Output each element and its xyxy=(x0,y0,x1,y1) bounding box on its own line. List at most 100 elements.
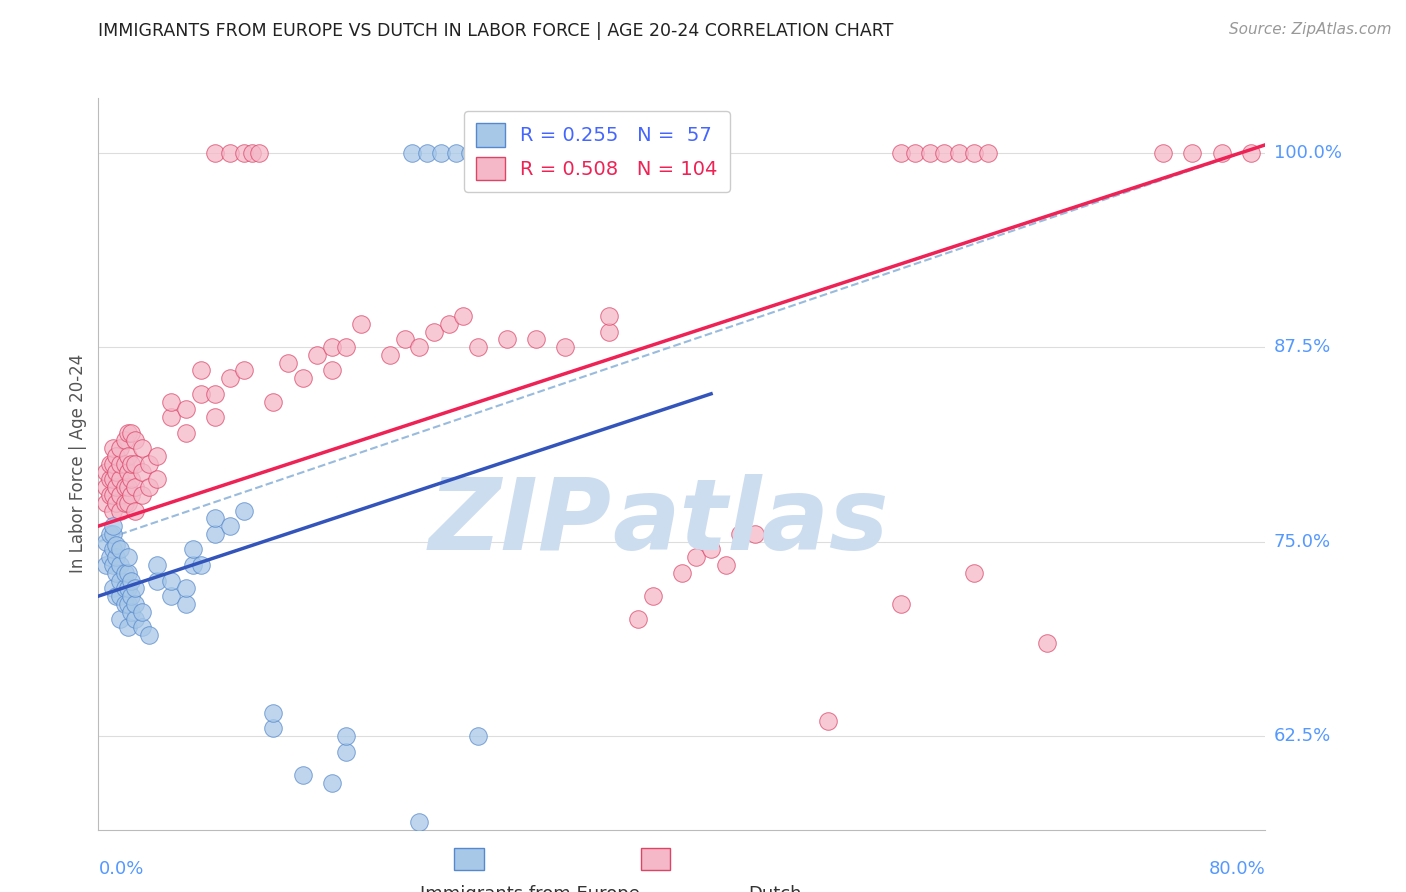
Point xyxy=(174,402,197,417)
Point xyxy=(110,457,132,471)
Point xyxy=(120,457,142,471)
Text: 80.0%: 80.0% xyxy=(1209,860,1265,878)
Point xyxy=(467,729,489,743)
Point xyxy=(104,538,127,552)
Point xyxy=(117,550,139,565)
Point xyxy=(474,145,496,160)
Point xyxy=(104,449,127,463)
Point xyxy=(307,348,329,362)
Point xyxy=(98,527,121,541)
Point xyxy=(94,480,117,494)
Point xyxy=(101,558,124,572)
Point xyxy=(233,503,256,517)
Point xyxy=(335,340,357,354)
Point xyxy=(204,410,226,425)
Point xyxy=(415,145,437,160)
FancyBboxPatch shape xyxy=(454,847,484,870)
Point xyxy=(124,503,146,517)
Point xyxy=(117,496,139,510)
Point xyxy=(101,472,124,486)
Point xyxy=(131,465,153,479)
Point xyxy=(350,317,373,331)
Point xyxy=(524,332,547,346)
Point xyxy=(948,145,970,160)
Point xyxy=(218,145,240,160)
Point xyxy=(174,597,197,611)
Point xyxy=(890,597,912,611)
Point xyxy=(114,582,136,596)
Point xyxy=(430,145,453,160)
Point xyxy=(1152,145,1174,160)
Point xyxy=(181,558,204,572)
Point xyxy=(437,317,460,331)
Point xyxy=(110,558,132,572)
Text: 0.0%: 0.0% xyxy=(98,860,143,878)
Point xyxy=(451,309,474,323)
Point xyxy=(247,145,270,160)
Point xyxy=(114,496,136,510)
Point xyxy=(101,488,124,502)
Point xyxy=(114,566,136,580)
Point xyxy=(101,542,124,557)
Point xyxy=(146,472,169,486)
Point xyxy=(321,340,343,354)
Point xyxy=(124,612,146,626)
Point xyxy=(94,496,117,510)
Point xyxy=(110,472,132,486)
Point xyxy=(131,488,153,502)
Point xyxy=(138,457,160,471)
Point xyxy=(977,145,1000,160)
Point xyxy=(554,340,576,354)
Point xyxy=(160,589,183,603)
Point xyxy=(101,442,124,456)
Point xyxy=(962,145,984,160)
Point xyxy=(160,410,183,425)
Point xyxy=(277,356,299,370)
Point xyxy=(904,145,927,160)
Point xyxy=(101,503,124,517)
Point xyxy=(104,589,127,603)
Point xyxy=(101,527,124,541)
Point xyxy=(218,371,240,385)
Point xyxy=(204,511,226,525)
Point xyxy=(262,706,284,720)
Point xyxy=(124,457,146,471)
Y-axis label: In Labor Force | Age 20-24: In Labor Force | Age 20-24 xyxy=(69,354,87,574)
Point xyxy=(120,574,142,588)
Point xyxy=(408,814,430,829)
Point xyxy=(117,597,139,611)
Point xyxy=(131,620,153,634)
Point xyxy=(335,745,357,759)
Point xyxy=(124,434,146,448)
Point xyxy=(124,480,146,494)
Text: Source: ZipAtlas.com: Source: ZipAtlas.com xyxy=(1229,22,1392,37)
Point xyxy=(98,457,121,471)
Point xyxy=(120,472,142,486)
Text: 75.0%: 75.0% xyxy=(1274,533,1331,550)
FancyBboxPatch shape xyxy=(641,847,671,870)
Point xyxy=(138,628,160,642)
Point xyxy=(114,597,136,611)
Point xyxy=(627,612,650,626)
Point xyxy=(503,145,526,160)
Point xyxy=(120,605,142,619)
Point xyxy=(488,145,510,160)
Point xyxy=(291,371,314,385)
Point xyxy=(444,145,467,160)
Point xyxy=(120,589,142,603)
Point xyxy=(174,425,197,440)
Point xyxy=(104,566,127,580)
Point xyxy=(94,465,117,479)
Point xyxy=(98,472,121,486)
Point xyxy=(598,325,620,339)
Point xyxy=(110,442,132,456)
Point xyxy=(517,145,540,160)
Point xyxy=(181,542,204,557)
Point xyxy=(467,340,489,354)
Point xyxy=(101,519,124,533)
Point xyxy=(671,566,693,580)
Point xyxy=(94,558,117,572)
Text: 62.5%: 62.5% xyxy=(1274,727,1331,745)
Point xyxy=(204,145,226,160)
Point xyxy=(146,574,169,588)
